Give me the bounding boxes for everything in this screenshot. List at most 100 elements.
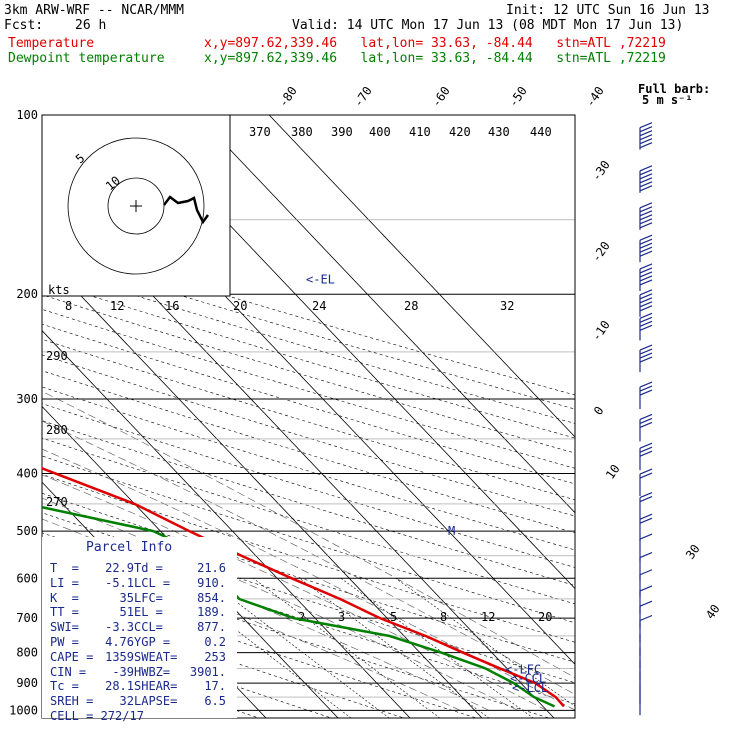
wind-barb <box>639 413 653 442</box>
wind-barb-flag <box>639 242 653 249</box>
parcel-info-cell: PW = <box>50 635 79 649</box>
parcel-info-cell: SWEAT= <box>134 649 178 664</box>
wind-barb <box>639 442 653 471</box>
wind-barb-flag <box>639 417 653 424</box>
dry-adiabat <box>42 294 575 454</box>
isotherm-label-right: 40 <box>703 602 723 622</box>
parcel-info-cell: -5.1 <box>105 575 134 590</box>
parcel-info-cell: EL = <box>134 605 163 620</box>
theta-label: 410 <box>409 125 431 139</box>
parcel-info-cell: -3.3 <box>105 620 134 635</box>
wind-barb-flag <box>639 279 653 286</box>
parcel-info-cell: 32 <box>119 694 134 709</box>
parcel-info-cell: LAPSE= <box>134 694 178 709</box>
wind-barb-flag <box>639 614 653 622</box>
isotherm-line <box>196 115 575 514</box>
full-barb-label-2: 5 m s⁻¹ <box>642 93 693 107</box>
mixing-ratio-label: 2 <box>298 610 305 624</box>
wind-barb-flag <box>639 263 653 270</box>
mixing-ratio-line <box>205 578 390 718</box>
isotherm-label-right: 10 <box>603 462 623 482</box>
forecast-value: 26 h <box>75 18 107 33</box>
wind-barb <box>639 202 653 230</box>
wind-barb <box>639 600 653 629</box>
level-marker: <-LCL <box>512 681 548 695</box>
parcel-info-cell: 189. <box>197 605 226 620</box>
wind-barb-flag <box>639 533 653 540</box>
parcel-info-cell: SHEAR= <box>134 679 178 694</box>
wind-barb-flag <box>639 122 653 129</box>
wind-barb-flag <box>639 218 653 225</box>
wind-barb-flag <box>639 600 653 607</box>
parcel-info-cell: 6.5 <box>204 694 226 709</box>
level-marker: M <box>448 524 455 538</box>
wind-barb-flag <box>639 169 653 176</box>
parcel-info-cell: LI = <box>50 575 79 590</box>
dry-adiabat <box>42 420 575 586</box>
dewpoint-profile <box>42 505 556 708</box>
mixing-ratio-line <box>340 578 534 718</box>
wind-barb <box>639 165 653 193</box>
theta-label: 380 <box>291 125 313 139</box>
wind-barb-flag <box>639 446 653 453</box>
wind-barb-flag <box>639 246 653 253</box>
wind-barb-flag <box>639 472 653 479</box>
isotherm-label-top: -70 <box>351 84 375 110</box>
theta-label: 400 <box>369 125 391 139</box>
dry-adiabat <box>42 280 575 439</box>
wind-barb-flag <box>639 312 653 319</box>
level-marker: <-CCL <box>510 671 546 685</box>
hodograph-trace <box>163 195 210 225</box>
level-marker: <-LFC <box>505 663 541 677</box>
hodograph-ring <box>107 177 165 235</box>
wind-barb-flag <box>639 496 653 503</box>
parcel-info-cell: CELL = 272/17 <box>50 709 144 723</box>
parcel-info-cell: SREH = <box>50 694 94 709</box>
wind-barb-flag <box>639 126 653 133</box>
wind-barb <box>639 551 653 580</box>
wind-barb-flag <box>639 142 653 149</box>
parcel-info-cell: 910. <box>197 575 226 590</box>
parcel-info-cell: 877. <box>197 620 226 635</box>
wind-barb-flag <box>639 293 653 300</box>
dry-adiabat-label: 290 <box>46 349 68 363</box>
parcel-info-cell: Td = <box>134 561 163 575</box>
wind-barb-flag <box>639 210 653 217</box>
pressure-label-500: 500 <box>16 524 38 538</box>
wind-barb-flag <box>639 356 653 363</box>
moist-adiabat-label: 24 <box>312 299 326 313</box>
dewpoint-legend-label: Dewpoint temperature <box>8 51 165 66</box>
wind-barb-flag <box>639 238 653 245</box>
parcel-info-cell: 28.1 <box>105 679 134 694</box>
wind-barb-flag <box>639 413 653 420</box>
parcel-info-cell: 35 <box>119 590 134 605</box>
wind-barb-flag <box>639 297 653 304</box>
wind-barb-flag <box>639 222 653 229</box>
parcel-info-cell: K = <box>50 590 79 605</box>
isotherm-label-top: -80 <box>276 84 300 110</box>
wind-barb-flag <box>639 185 653 192</box>
moist-adiabat-label: 32 <box>500 299 514 313</box>
parcel-info-cell: T = <box>50 561 79 575</box>
theta-label: 420 <box>449 125 471 139</box>
mixing-ratio-label: 20 <box>538 610 552 624</box>
wind-barb-flag <box>639 305 653 312</box>
parcel-info-cell: 21.6 <box>197 561 226 575</box>
wind-barb-flag <box>639 381 653 388</box>
mixing-ratio-label: 3 <box>338 610 345 624</box>
dry-adiabat-label: 280 <box>46 423 68 437</box>
mixing-ratio-line <box>395 578 575 707</box>
pressure-label-300: 300 <box>16 392 38 406</box>
wind-barb-flag <box>639 271 653 278</box>
mixing-ratio-label: 8 <box>440 610 447 624</box>
hodograph-ring <box>67 137 205 275</box>
wind-barb-flag <box>639 138 653 145</box>
pressure-axis-labels: 100 200 300 400 500 600 700 800 900 1000 <box>9 108 38 717</box>
wind-barb-flag <box>639 289 653 296</box>
parcel-info-cell: CAPE = <box>50 649 94 664</box>
isotherm-line <box>268 115 575 438</box>
wind-barb-flag <box>639 551 653 559</box>
theta-label: 440 <box>530 125 552 139</box>
wind-barb-flag <box>639 569 653 576</box>
parcel-info-cell: Tc = <box>50 679 79 694</box>
